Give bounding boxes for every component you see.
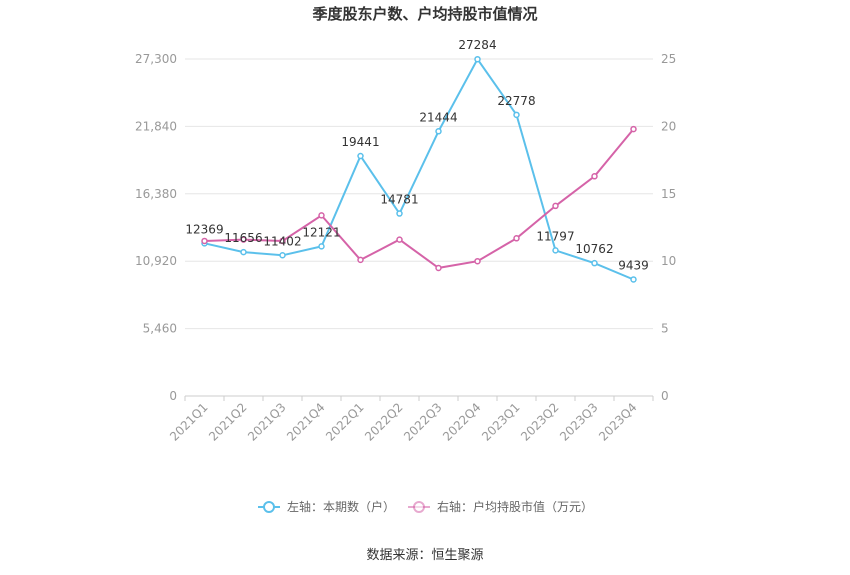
legend-label: 左轴：本期数（户） — [287, 499, 395, 514]
x-tick-label: 2022Q4 — [440, 400, 484, 444]
data-point — [357, 256, 364, 264]
data-point — [279, 252, 286, 259]
data-label: 14781 — [380, 193, 418, 207]
x-tick-label: 2022Q1 — [323, 400, 367, 444]
data-label: 10762 — [575, 242, 613, 256]
data-label: 22778 — [497, 94, 535, 108]
right-tick-label: 5 — [661, 322, 669, 336]
legend-marker-icon — [413, 501, 425, 513]
data-label: 11402 — [263, 234, 301, 248]
data-point — [318, 243, 325, 250]
x-tick-label: 2022Q2 — [362, 400, 406, 444]
right-tick-label: 20 — [661, 119, 676, 133]
data-point — [201, 237, 208, 245]
data-label: 12369 — [185, 222, 223, 236]
data-point — [396, 210, 403, 217]
data-point — [279, 237, 286, 245]
data-label: 27284 — [458, 38, 496, 52]
data-point — [513, 111, 520, 119]
data-point — [591, 173, 598, 180]
data-point — [513, 235, 520, 242]
data-point — [240, 236, 247, 243]
right-axis: 0 5 10 15 20 25 — [661, 52, 676, 403]
right-tick-label: 0 — [661, 389, 669, 403]
left-tick-label: 5,460 — [143, 322, 177, 336]
left-tick-label: 10,920 — [135, 254, 177, 268]
data-label: 19441 — [341, 135, 379, 149]
x-tick-label: 2021Q3 — [245, 400, 289, 444]
data-label: 12121 — [302, 225, 340, 239]
series-line-holders — [204, 57, 634, 281]
x-tick-label: 2022Q3 — [401, 400, 445, 444]
x-axis: 2021Q12021Q22021Q32021Q42022Q12022Q22022… — [167, 396, 654, 444]
data-point — [396, 236, 403, 243]
data-label: 11797 — [536, 229, 574, 243]
x-tick-label: 2021Q1 — [167, 400, 211, 444]
data-label: 11656 — [224, 231, 262, 245]
legend-label: 右轴：户均持股市值（万元） — [437, 499, 593, 514]
legend[interactable]: 左轴：本期数（户） 右轴：户均持股市值（万元） — [258, 499, 593, 514]
x-tick-label: 2023Q4 — [596, 400, 640, 444]
legend-item-holders[interactable]: 左轴：本期数（户） — [258, 499, 395, 514]
right-tick-label: 10 — [661, 254, 676, 268]
data-point — [474, 257, 481, 265]
x-tick-label: 2023Q1 — [479, 400, 523, 444]
data-point — [474, 55, 481, 63]
chart-title: 季度股东户数、户均持股市值情况 — [312, 5, 537, 23]
x-tick-label: 2021Q4 — [284, 400, 328, 444]
x-tick-label: 2021Q2 — [206, 400, 250, 444]
right-tick-label: 15 — [661, 187, 676, 201]
left-tick-label: 27,300 — [135, 52, 177, 66]
legend-marker-icon — [263, 501, 275, 513]
left-tick-label: 16,380 — [135, 187, 177, 201]
data-point — [630, 125, 637, 133]
data-point — [591, 259, 598, 267]
data-point — [435, 264, 442, 272]
data-point — [630, 276, 637, 283]
left-tick-label: 0 — [169, 389, 177, 403]
data-point — [552, 247, 559, 254]
data-point — [435, 128, 442, 135]
data-point — [357, 152, 364, 160]
source-note: 数据来源：恒生聚源 — [366, 548, 483, 563]
data-point — [318, 212, 325, 219]
data-label: 21444 — [419, 110, 457, 124]
legend-item-market-value[interactable]: 右轴：户均持股市值（万元） — [408, 499, 593, 514]
series-line-market-value — [204, 128, 635, 269]
data-point — [240, 248, 247, 256]
left-tick-label: 21,840 — [135, 119, 177, 133]
x-tick-label: 2023Q3 — [557, 400, 601, 444]
x-tick-label: 2023Q2 — [518, 400, 562, 444]
data-label: 9439 — [618, 258, 649, 272]
left-axis: 0 5,460 10,920 16,380 21,840 27,300 — [135, 52, 177, 403]
right-tick-label: 25 — [661, 52, 676, 66]
data-point — [552, 202, 559, 210]
